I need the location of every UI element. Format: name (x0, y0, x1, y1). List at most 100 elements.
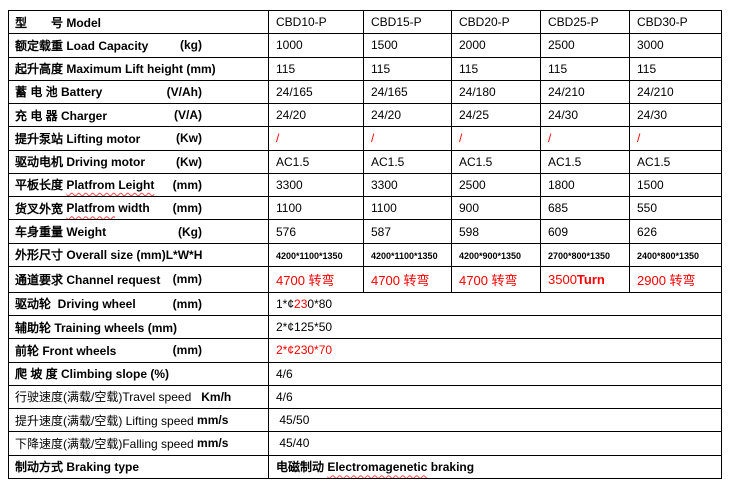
cell-lifting-motor-col4: / (540, 126, 630, 151)
cell-text: 2400*800*1350 (637, 250, 700, 261)
cell-model-col4: CBD25-P (540, 9, 630, 35)
cell-load-capacity-col3: 2000 (451, 33, 541, 58)
cell-weight-col4: 609 (540, 219, 630, 244)
table-row-model: 型 号 Model CBD10-P CBD15-P CBD20-P CBD25-P CBD… (8, 9, 722, 35)
row-unit: (mm) (172, 296, 202, 311)
table-row-channel-request: 通道要求 Channel request (mm) 4700 转弯 4700 转弯 47… (8, 265, 722, 293)
row-label-platform-width: 货叉外宽 Platfrom width (mm) (8, 196, 269, 221)
label-text: mm/s (197, 413, 229, 428)
label-text: 驱动电机 Driving motor (15, 155, 146, 170)
cell-text: AC1.5 (459, 154, 493, 169)
row-label-overall-size: 外形尺寸 Overall size (mm)L*W*H (8, 242, 269, 267)
cell-text: CBD20-P (459, 15, 510, 30)
cell-text: 24/20 (276, 108, 307, 123)
cell-lift-height-col2: 115 (363, 56, 452, 81)
label-text: 货叉外宽 (15, 201, 67, 216)
row-label-battery: 蓄 电 池 Battery (V/Ah) (8, 79, 269, 105)
cell-text: 3300 (371, 177, 398, 192)
cell-text: 1100 (371, 201, 397, 216)
cell-overall-size-col4: 2700*800*1350 (540, 242, 630, 267)
row-value-braking-type: 电磁制动 Electromagenetic braking (268, 454, 722, 480)
cell-text: / (276, 131, 280, 146)
cell-lifting-motor-col1: / (268, 126, 364, 151)
cell-platform-width-col4: 685 (540, 196, 630, 221)
cell-text: 115 (459, 61, 479, 76)
cell-platform-length-col2: 3300 (363, 172, 452, 198)
cell-platform-length-col5: 1500 (629, 172, 722, 198)
cell-text: 576 (276, 224, 297, 239)
cell-text: 598 (459, 224, 480, 239)
row-label-channel-request: 通道要求 Channel request (mm) (8, 265, 269, 293)
row-label-front-wheels: 前轮 Front wheels (mm) (8, 338, 269, 363)
cell-charger-col2: 24/20 (363, 103, 452, 128)
cell-charger-col3: 24/25 (451, 103, 541, 128)
label-text: 下降速度(满载/空载)Falling speed (15, 436, 198, 451)
row-label-training-wheels: 辅助轮 Training wheels (mm) (8, 315, 269, 340)
cell-weight-col5: 626 (629, 219, 722, 244)
row-label-braking-type: 制动方式 Braking type (8, 454, 269, 480)
label-text: 提升速度(满载/空载) Lifting speed (15, 413, 198, 428)
cell-text: 24/30 (548, 108, 579, 123)
cell-text: CBD30-P (637, 15, 688, 30)
cell-platform-width-col1: 1100 (268, 196, 364, 221)
cell-platform-width-col2: 1100 (363, 196, 452, 221)
cell-channel-request-col4: 3500Turn (540, 265, 630, 293)
table-row-battery: 蓄 电 池 Battery (V/Ah) 24/165 24/165 24/180 24/… (8, 79, 722, 105)
table-row-driving-motor: 驱动电机 Driving motor (Kw) AC1.5 AC1.5 AC1.5 AC1… (8, 149, 722, 174)
row-label-travel-speed: 行驶速度(满载/空载)Travel speed Km/h (8, 384, 269, 410)
row-value-front-wheels: 2*¢230*70 (268, 338, 722, 363)
cell-text: CBD15-P (371, 15, 422, 30)
cell-text: Turn (576, 271, 605, 287)
cell-text: 45/40 (276, 436, 310, 451)
cell-text: / (459, 131, 463, 146)
cell-driving-motor-col3: AC1.5 (451, 149, 541, 174)
label-text: 辅助轮 Training wheels (mm) (15, 320, 178, 335)
cell-driving-motor-col1: AC1.5 (268, 149, 364, 174)
row-value-driving-wheel: 1*¢230*80 (268, 291, 722, 317)
label-text: 蓄 电 池 Battery (15, 85, 103, 100)
cell-model-col3: CBD20-P (451, 9, 541, 35)
cell-charger-col4: 24/30 (540, 103, 630, 128)
cell-text: 电磁制动 (276, 460, 328, 475)
cell-platform-length-col1: 3300 (268, 172, 364, 198)
cell-model-col1: CBD10-P (268, 9, 364, 35)
row-label-driving-wheel: 驱动轮 Driving wheel (mm) (8, 291, 269, 317)
cell-lifting-motor-col2: / (363, 126, 452, 151)
row-label-weight: 车身重量 Weight (Kg) (8, 219, 269, 244)
cell-channel-request-col5: 2900 转弯 (629, 265, 722, 293)
row-value-climbing-slope: 4/6 (268, 361, 722, 386)
cell-text: Electromagenetic (327, 460, 428, 475)
label-text: Platfrom Leight (66, 177, 155, 192)
label-text: 提升泵站 Lifting motor (15, 131, 141, 146)
cell-battery-col1: 24/165 (268, 79, 364, 105)
row-label-lifting-speed: 提升速度(满载/空载) Lifting speed mm/s (8, 408, 269, 433)
row-label-load-capacity: 额定载重 Load Capacity (kg) (8, 33, 269, 58)
cell-text: 115 (276, 61, 296, 76)
table-row-charger: 充 电 器 Charger (V/A) 24/20 24/20 24/25 24/30 24… (8, 103, 722, 128)
cell-text: 550 (637, 201, 658, 216)
row-unit: (mm) (172, 177, 202, 192)
cell-text: 4700 转弯 (459, 272, 518, 288)
cell-text: 1100 (276, 201, 302, 216)
cell-text: 115 (637, 61, 657, 76)
cell-model-col5: CBD30-P (629, 9, 722, 35)
cell-battery-col4: 24/210 (540, 79, 630, 105)
label-text: 爬 坡 度 Climbing slope (%) (15, 367, 170, 382)
table-row-climbing-slope: 爬 坡 度 Climbing slope (%) 4/6 (8, 361, 722, 386)
label-text: mm/s (197, 436, 229, 451)
label-text: 外形尺寸 Overall size (mm)L*W*H (15, 248, 203, 263)
cell-text: AC1.5 (276, 154, 310, 169)
cell-text: 587 (371, 224, 392, 239)
row-label-falling-speed: 下降速度(满载/空载)Falling speed mm/s (8, 431, 269, 456)
label-text: 额定载重 Load Capacity (15, 38, 149, 53)
cell-driving-motor-col2: AC1.5 (363, 149, 452, 174)
row-unit: (V/A) (174, 108, 202, 123)
cell-text: 1500 (371, 38, 398, 53)
cell-driving-motor-col4: AC1.5 (540, 149, 630, 174)
table-row-platform-length: 平板长度 Platfrom Leight (mm) 3300 3300 2500 1800… (8, 172, 722, 198)
cell-battery-col3: 24/180 (451, 79, 541, 105)
cell-text: 685 (548, 201, 569, 216)
cell-text: 1*¢ (276, 296, 295, 311)
table-row-training-wheels: 辅助轮 Training wheels (mm) 2*¢125*50 (8, 315, 722, 340)
cell-text: 4200*1100*1350 (276, 250, 343, 261)
